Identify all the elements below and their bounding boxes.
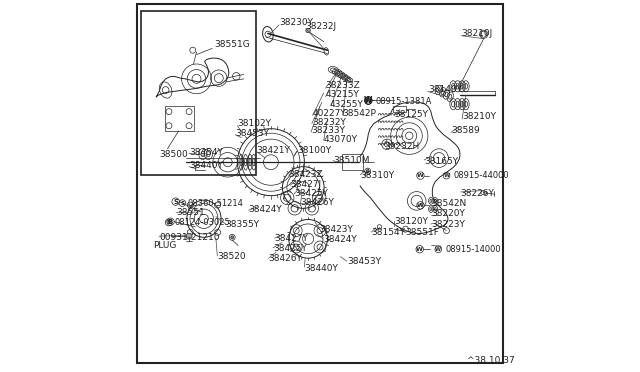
Text: 38233Z: 38233Z (326, 81, 360, 90)
Text: PLUG: PLUG (154, 241, 177, 250)
Text: 38120Y: 38120Y (394, 217, 428, 226)
Text: 40227Y: 40227Y (312, 109, 346, 118)
Text: 00931-21210: 00931-21210 (159, 233, 220, 242)
Text: 38454Y: 38454Y (189, 148, 223, 157)
Text: 38589: 38589 (451, 126, 480, 135)
Text: 08915-1381A: 08915-1381A (376, 97, 432, 106)
Text: 38440Y: 38440Y (189, 161, 223, 170)
Text: 38232J: 38232J (305, 22, 336, 31)
Text: 38423Z: 38423Z (289, 170, 323, 179)
Text: 38424Y: 38424Y (248, 205, 282, 214)
Text: 38140Y: 38140Y (428, 85, 462, 94)
Text: W: W (417, 203, 424, 208)
Circle shape (306, 28, 310, 33)
Text: 38551F: 38551F (405, 228, 438, 237)
Text: 38210Y: 38210Y (462, 112, 496, 121)
Text: 38453Y: 38453Y (347, 257, 381, 266)
Text: 38230Y: 38230Y (279, 18, 313, 27)
Text: 38125Y: 38125Y (394, 110, 428, 119)
Text: 38154Y: 38154Y (371, 228, 405, 237)
Text: W: W (435, 247, 442, 252)
Text: 38232Y: 38232Y (312, 118, 346, 126)
Text: S: S (180, 201, 184, 206)
Text: 38542P: 38542P (342, 109, 376, 118)
Text: 38427Y: 38427Y (275, 234, 308, 243)
Bar (342, 154, 363, 170)
Text: 38102Y: 38102Y (237, 119, 271, 128)
Text: 38425Y: 38425Y (273, 244, 307, 253)
Text: 43070Y: 43070Y (324, 135, 358, 144)
Text: 38500: 38500 (159, 150, 188, 159)
Text: 08124-03025: 08124-03025 (174, 218, 230, 227)
Text: 38223Y: 38223Y (431, 220, 465, 229)
Text: 38426Y: 38426Y (269, 254, 303, 263)
Text: 38427J: 38427J (291, 180, 321, 189)
Text: 38310Y: 38310Y (360, 171, 394, 180)
Text: W: W (444, 173, 449, 178)
Text: W: W (365, 99, 371, 104)
Circle shape (231, 236, 234, 239)
Bar (392, 106, 406, 112)
Circle shape (366, 170, 369, 173)
Text: 43215Y: 43215Y (326, 90, 360, 99)
Text: 38453Y: 38453Y (235, 129, 269, 138)
Text: 08360-51214: 08360-51214 (188, 199, 244, 208)
Text: W: W (364, 96, 372, 105)
Text: 38165Y: 38165Y (424, 157, 458, 166)
Text: 38355Y: 38355Y (225, 220, 260, 229)
Text: 38210J: 38210J (461, 29, 493, 38)
Text: 38100Y: 38100Y (297, 146, 331, 155)
Text: B: B (168, 219, 173, 225)
Text: 38440Y: 38440Y (305, 264, 339, 273)
Circle shape (186, 233, 192, 239)
Text: 38424Y: 38424Y (323, 235, 356, 244)
Text: 38425Y: 38425Y (294, 189, 328, 198)
Text: 38421Y: 38421Y (257, 146, 291, 155)
Text: W: W (416, 247, 423, 252)
Text: ^38 10 37: ^38 10 37 (467, 356, 515, 365)
Bar (141, 11, 256, 175)
Text: 38226Y: 38226Y (461, 189, 495, 198)
Text: B: B (166, 220, 171, 225)
Text: 38551: 38551 (176, 208, 205, 217)
Text: 38423Y: 38423Y (319, 225, 353, 234)
Text: 08915-44000: 08915-44000 (454, 171, 509, 180)
Text: 38510M: 38510M (333, 156, 369, 165)
Text: 38551G: 38551G (214, 40, 250, 49)
Text: W: W (417, 173, 424, 178)
Text: 38520: 38520 (218, 252, 246, 261)
Text: 38426Y: 38426Y (301, 198, 335, 207)
Bar (164, 106, 195, 131)
Text: 38233Y: 38233Y (311, 126, 345, 135)
Text: 38542N: 38542N (431, 199, 466, 208)
Text: 39232H: 39232H (384, 142, 419, 151)
Text: 43255Y: 43255Y (330, 100, 363, 109)
Text: 38220Y: 38220Y (431, 209, 465, 218)
Text: S: S (173, 199, 178, 205)
Text: W: W (365, 98, 372, 103)
Text: 08915-14000: 08915-14000 (445, 245, 501, 254)
